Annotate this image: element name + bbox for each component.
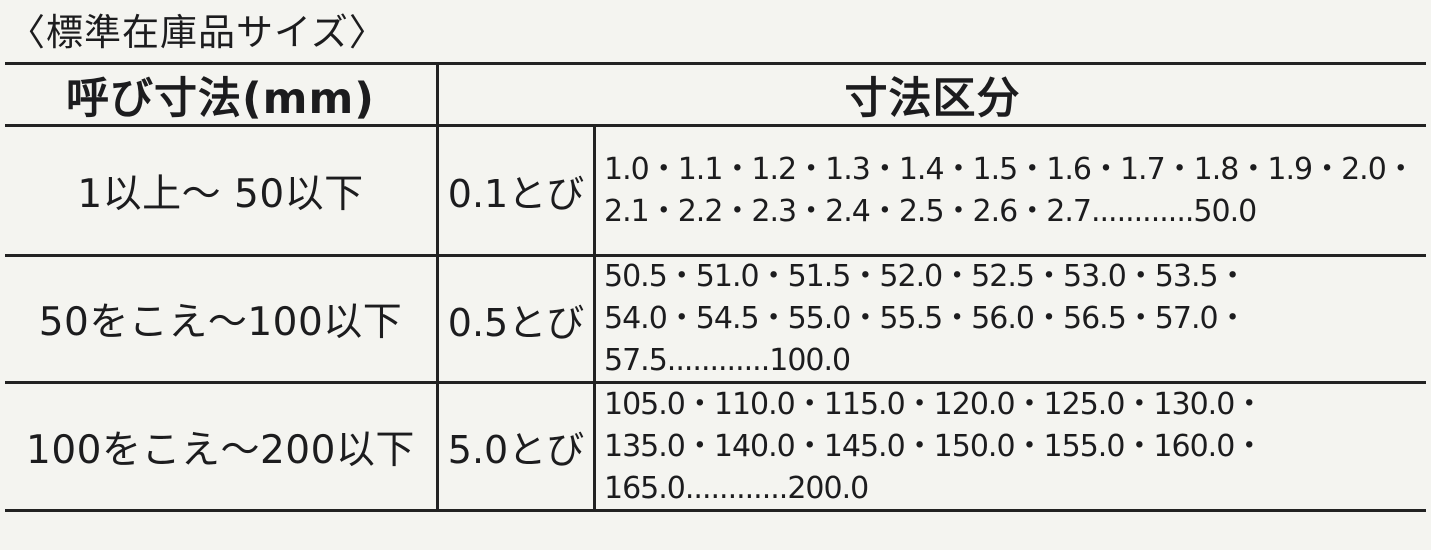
size-values-line: 2.1・2.2・2.3・2.4・2.5・2.6・2.7............5… [604, 193, 1257, 229]
cell-range: 1以上～ 50以下 [5, 127, 439, 254]
header-cell-nominal-size: 呼び寸法(mm) [5, 65, 439, 124]
size-values-line: 165.0............200.0 [604, 470, 869, 506]
cell-range: 50をこえ～100以下 [5, 257, 439, 381]
header-label-size-category: 寸法区分 [844, 73, 1021, 124]
size-values-line: 105.0・110.0・115.0・120.0・125.0・130.0・ [604, 386, 1264, 422]
range-label: 50をこえ～100以下 [38, 300, 403, 345]
range-label: 1以上～ 50以下 [77, 171, 364, 217]
standard-stock-size-table: 呼び寸法(mm) 寸法区分 1以上～ 50以下 0.1とび 1.0・1.1・1.… [5, 62, 1426, 512]
size-values-line: 57.5............100.0 [604, 343, 851, 378]
cell-size-values: 50.5・51.0・51.5・52.0・52.5・53.0・53.5・ 54.0… [596, 257, 1426, 381]
cell-size-values: 105.0・110.0・115.0・120.0・125.0・130.0・ 135… [596, 384, 1426, 509]
cell-step: 5.0とび [439, 384, 596, 509]
header-label-nominal-size: 呼び寸法(mm) [66, 73, 375, 124]
cell-step: 0.1とび [439, 127, 596, 254]
cell-size-values: 1.0・1.1・1.2・1.3・1.4・1.5・1.6・1.7・1.8・1.9・… [596, 127, 1426, 254]
step-label: 5.0とび [447, 428, 585, 472]
cell-range: 100をこえ～200以下 [5, 384, 439, 509]
size-values-line: 54.0・54.5・55.0・55.5・56.0・56.5・57.0・ [604, 301, 1248, 336]
page-title: 〈標準在庫品サイズ〉 [8, 11, 387, 54]
table-row: 50をこえ～100以下 0.5とび 50.5・51.0・51.5・52.0・52… [5, 257, 1426, 384]
table-header-row: 呼び寸法(mm) 寸法区分 [5, 65, 1426, 127]
step-label: 0.1とび [447, 172, 585, 216]
table-row: 100をこえ～200以下 5.0とび 105.0・110.0・115.0・120… [5, 384, 1426, 509]
size-values-line: 1.0・1.1・1.2・1.3・1.4・1.5・1.6・1.7・1.8・1.9・… [604, 151, 1416, 187]
header-cell-size-category: 寸法区分 [439, 65, 1426, 124]
range-label: 100をこえ～200以下 [26, 427, 415, 473]
table-row: 1以上～ 50以下 0.1とび 1.0・1.1・1.2・1.3・1.4・1.5・… [5, 127, 1426, 257]
step-label: 0.5とび [447, 300, 585, 345]
size-values-line: 135.0・140.0・145.0・150.0・155.0・160.0・ [604, 428, 1264, 464]
size-values-line: 50.5・51.0・51.5・52.0・52.5・53.0・53.5・ [604, 259, 1248, 294]
cell-step: 0.5とび [439, 257, 596, 381]
